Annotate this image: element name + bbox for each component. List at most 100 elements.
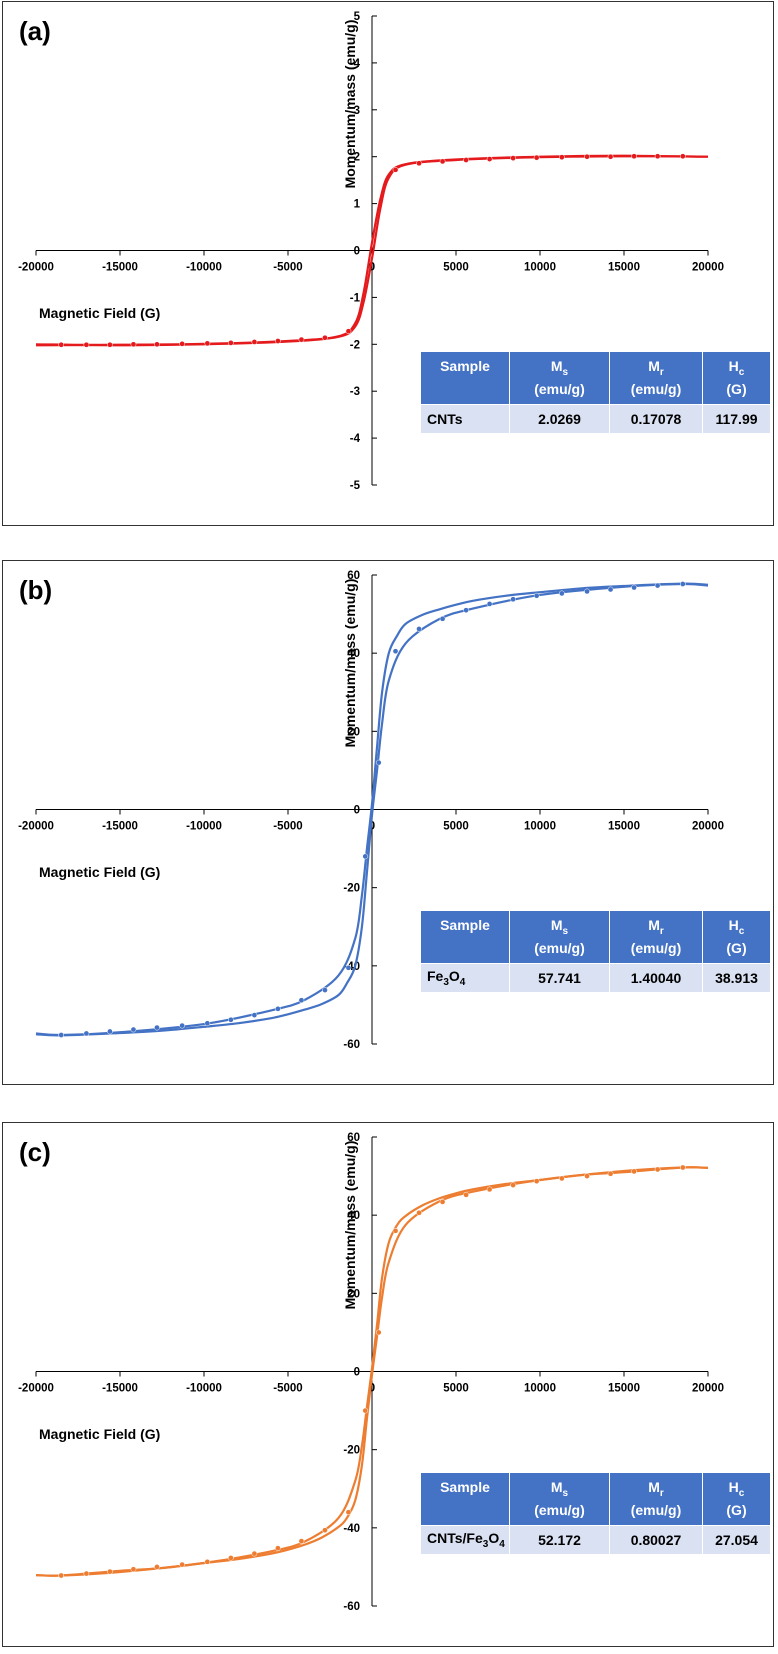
data-point xyxy=(298,1538,305,1544)
x-tick-label: -5000 xyxy=(273,821,302,833)
data-point xyxy=(439,1199,446,1205)
header-hc-subscript: c xyxy=(738,366,745,378)
x-axis-title-c: Magnetic Field (G) xyxy=(39,1426,161,1442)
header-mr-subscript: r xyxy=(659,366,664,378)
header-mr-letter: M xyxy=(648,917,660,933)
data-point xyxy=(345,1509,352,1516)
data-point xyxy=(392,166,399,173)
header-sample-label: Sample xyxy=(440,358,490,374)
header-ms-symbol: Ms xyxy=(510,358,609,381)
header-mr-letter: M xyxy=(648,1479,660,1495)
y-axis-title-c: Momentum/mass (emu/g) xyxy=(342,1140,358,1310)
data-point xyxy=(107,341,113,348)
header-hc-symbol: Hc xyxy=(703,917,770,940)
sample-formula-part: CNTs/Fe xyxy=(427,1530,483,1547)
cell-sample: CNTs/Fe3O4 xyxy=(420,1525,510,1555)
data-point xyxy=(416,1209,422,1216)
series-line-loop-upper xyxy=(35,582,709,1037)
data-point xyxy=(345,964,352,971)
data-point xyxy=(345,328,352,335)
data-point xyxy=(439,615,446,622)
header-hc-letter: H xyxy=(728,358,739,374)
x-tick-label: -15000 xyxy=(102,821,138,833)
header-mr-symbol: Mr xyxy=(610,1479,702,1502)
header-mr-letter: M xyxy=(648,358,660,374)
chart-c-svg: -20000 -15000 -10000 -5000 0 5000 10000 15000 20… xyxy=(18,1132,724,1613)
x-tick-label: 20000 xyxy=(692,1383,724,1395)
table-header-row: Sample Ms (emu/g) Mr (emu/g) Hc (G) xyxy=(420,351,771,405)
data-point xyxy=(107,1028,113,1035)
table-row: CNTs 2.0269 0.17078 117.99 xyxy=(420,404,771,434)
data-point xyxy=(130,1026,137,1033)
x-tick-label: -15000 xyxy=(102,1383,138,1395)
y-tick-label: -60 xyxy=(343,1039,360,1051)
data-point xyxy=(179,1561,186,1568)
data-point xyxy=(392,648,399,655)
y-tick-label: -2 xyxy=(350,339,360,351)
y-tick-label: -4 xyxy=(350,433,361,445)
y-tick-label: 0 xyxy=(354,805,360,817)
data-point xyxy=(58,1572,65,1579)
x-axis-title-a: Magnetic Field (G) xyxy=(39,305,161,321)
data-point xyxy=(179,340,186,347)
header-hc-subscript: c xyxy=(738,925,745,937)
data-point xyxy=(584,153,590,160)
series-line-loop-lower xyxy=(35,582,709,1037)
data-point xyxy=(584,588,590,595)
x-tick-label: 5000 xyxy=(443,262,469,274)
data-point xyxy=(607,153,614,160)
y-tick-label: 0 xyxy=(354,1367,360,1379)
table-row: Fe3O4 57.741 1.40040 38.913 xyxy=(420,963,771,993)
header-ms: Ms (emu/g) xyxy=(509,1472,610,1526)
data-point xyxy=(416,626,422,632)
panel-label-c: (c) xyxy=(19,1137,51,1167)
data-point xyxy=(679,581,686,587)
header-mr-unit: (emu/g) xyxy=(630,380,682,397)
x-tick-label: -10000 xyxy=(186,262,222,274)
x-tick-label: 10000 xyxy=(524,262,556,274)
header-mr-subscript: r xyxy=(659,1487,664,1499)
header-hc-subscript: c xyxy=(738,1487,745,1499)
header-sample: Sample xyxy=(420,1472,510,1526)
data-point xyxy=(251,1012,258,1018)
y-tick-label: 5 xyxy=(354,11,361,23)
data-point xyxy=(584,1173,590,1179)
data-point xyxy=(204,1558,211,1565)
data-point xyxy=(439,158,446,165)
cell-mr: 1.40040 xyxy=(609,963,703,993)
header-ms-symbol: Ms xyxy=(510,1479,609,1502)
properties-table-a: Sample Ms (emu/g) Mr (emu/g) Hc (G) CNTs… xyxy=(420,351,771,434)
data-point xyxy=(486,1186,493,1193)
cell-hc: 27.054 xyxy=(702,1525,771,1555)
data-point xyxy=(83,1030,90,1037)
y-tick-label: -40 xyxy=(343,1523,360,1535)
data-point xyxy=(510,596,516,603)
data-point xyxy=(533,1178,540,1185)
y-tick-label: 20 xyxy=(347,1288,360,1300)
x-tick-label: 15000 xyxy=(608,262,640,274)
header-mr-subscript: r xyxy=(659,925,664,937)
data-point xyxy=(362,853,369,860)
data-point xyxy=(322,987,328,993)
data-point xyxy=(631,584,637,591)
cell-hc: 117.99 xyxy=(702,404,771,434)
data-point xyxy=(558,590,565,597)
y-tick-label: 3 xyxy=(354,105,360,117)
x-tick-label: 0 xyxy=(369,1383,375,1395)
x-tick-label: 15000 xyxy=(608,1383,640,1395)
header-hc-unit: (G) xyxy=(726,1501,747,1518)
x-tick-label: 20000 xyxy=(692,262,724,274)
y-tick-label: -60 xyxy=(343,1601,360,1613)
data-point xyxy=(204,1020,211,1027)
data-point xyxy=(251,339,258,345)
table-header-row: Sample Ms (emu/g) Mr (emu/g) Hc (G) xyxy=(420,1472,771,1526)
y-axis-title-a: Momentum/mass (emu/g) xyxy=(342,19,358,189)
data-point xyxy=(533,154,540,161)
data-point xyxy=(486,156,493,162)
header-mr: Mr (emu/g) xyxy=(609,351,703,405)
sample-formula-part: O xyxy=(488,1530,500,1547)
data-point xyxy=(83,341,90,348)
x-tick-label: -5000 xyxy=(273,262,302,274)
data-point xyxy=(228,340,234,346)
x-tick-label: -20000 xyxy=(18,262,54,274)
